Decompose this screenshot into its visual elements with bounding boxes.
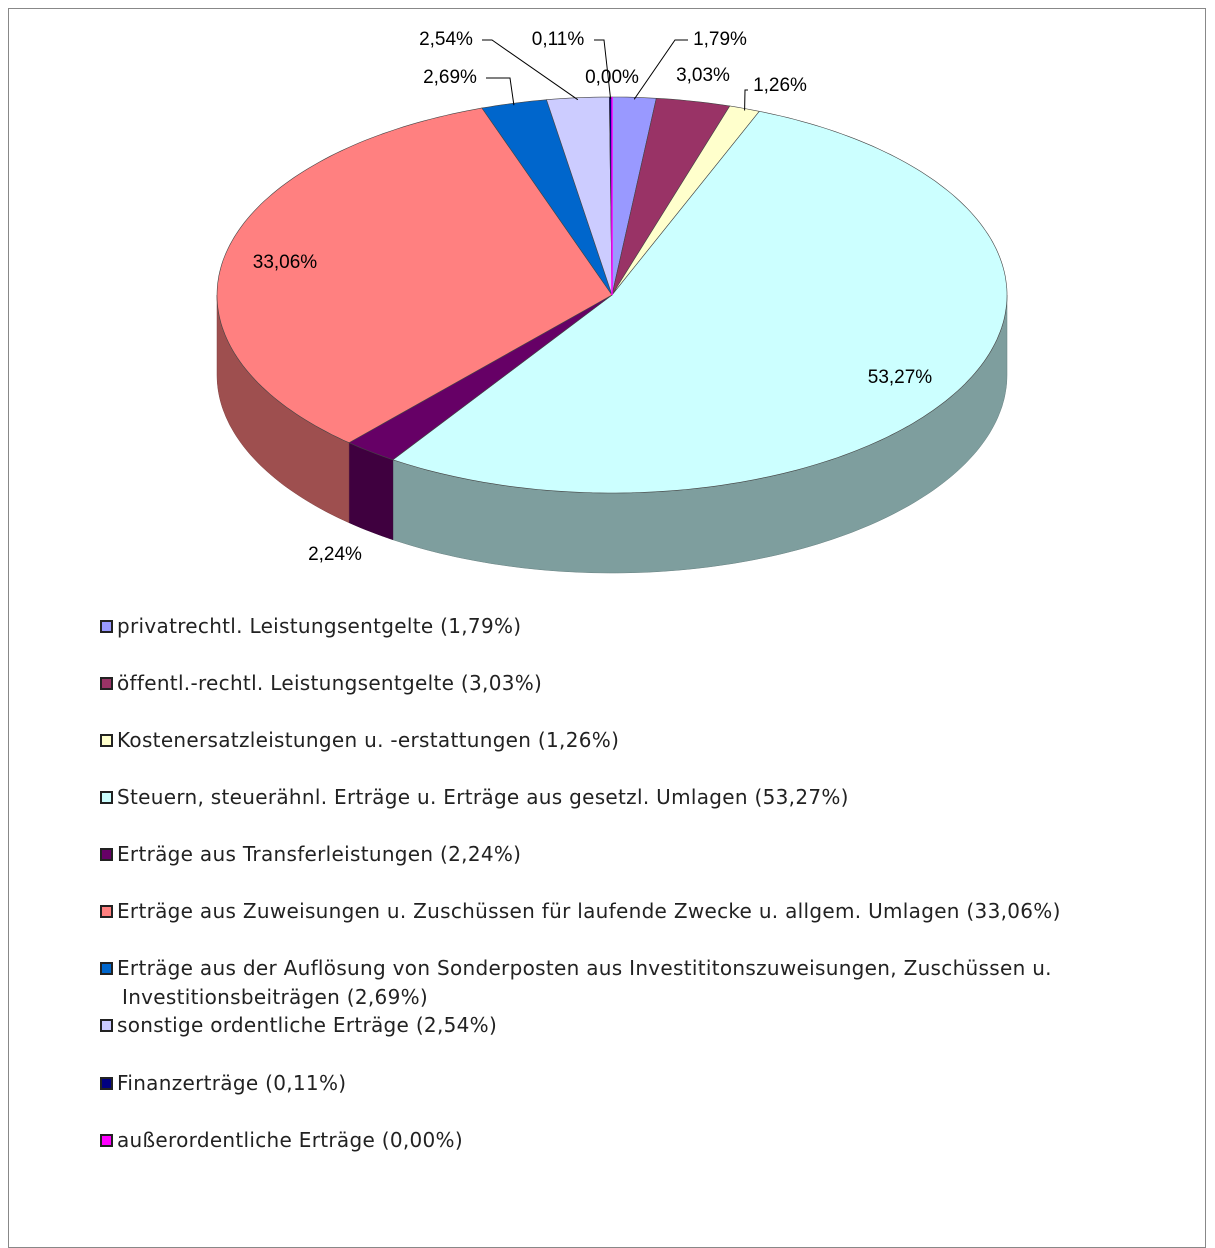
legend-item: privatrechtl. Leistungsentgelte (1,79%) <box>100 612 1160 641</box>
legend-label: außerordentliche Erträge (0,00%) <box>117 1128 463 1152</box>
legend-swatch <box>100 848 113 861</box>
legend-item: sonstige ordentliche Erträge (2,54%) <box>100 1011 1160 1040</box>
legend-label: Finanzerträge (0,11%) <box>117 1071 347 1095</box>
legend-swatch <box>100 734 113 747</box>
data-label: 2,54% <box>419 29 473 50</box>
legend-item: öffentl.-rechtl. Leistungsentgelte (3,03… <box>100 669 1160 698</box>
data-label: 1,79% <box>693 29 747 50</box>
slice <box>216 107 613 444</box>
leader-line <box>482 39 579 101</box>
legend-item: Erträge aus der Auflösung von Sonderpost… <box>100 954 1102 1012</box>
leader-line <box>594 39 612 100</box>
leader-line <box>744 89 748 111</box>
legend-swatch <box>100 962 113 975</box>
leader-line <box>633 39 688 100</box>
data-label: 2,24% <box>308 544 362 565</box>
legend-label: öffentl.-rechtl. Leistungsentgelte (3,03… <box>117 671 543 695</box>
slice <box>392 110 1008 494</box>
leader-line <box>486 77 515 106</box>
data-label: 53,27% <box>868 367 933 388</box>
legend-swatch <box>100 1077 113 1090</box>
legend-item: außerordentliche Erträge (0,00%) <box>100 1126 1160 1155</box>
legend-label: Kostenersatzleistungen u. -erstattungen … <box>117 728 620 752</box>
chart: 1,79% 3,03% 1,26% 53,27% 2,24% 33,06% 2,69% 2,5… <box>216 29 1008 574</box>
legend-label: Erträge aus Zuweisungen u. Zuschüssen fü… <box>117 899 1061 923</box>
legend-swatch <box>100 1019 113 1032</box>
slice <box>546 96 613 296</box>
legend-swatch <box>100 791 113 804</box>
legend-swatch <box>100 620 113 633</box>
legend-item: Steuern, steuerähnl. Erträge u. Erträge … <box>100 783 1160 812</box>
legend-label: Erträge aus Transferleistungen (2,24%) <box>117 842 522 866</box>
legend-item: Erträge aus Transferleistungen (2,24%) <box>100 840 1160 869</box>
data-label: 0,11% <box>532 29 585 50</box>
legend-item: Erträge aus Zuweisungen u. Zuschüssen fü… <box>100 897 1182 926</box>
data-label: 2,69% <box>423 67 477 88</box>
data-label: 3,03% <box>676 65 730 86</box>
data-label: 33,06% <box>253 252 318 273</box>
legend-swatch <box>100 677 113 690</box>
legend-label: Steuern, steuerähnl. Erträge u. Erträge … <box>117 785 849 809</box>
slice <box>611 97 731 296</box>
data-label: 1,26% <box>753 75 807 96</box>
data-label: 0,00% <box>585 67 639 88</box>
legend-item: Kostenersatzleistungen u. -erstattungen … <box>100 726 1160 755</box>
legend-label: privatrechtl. Leistungsentgelte (1,79%) <box>117 614 522 638</box>
legend-swatch <box>100 905 113 918</box>
legend-label: Erträge aus der Auflösung von Sonderpost… <box>117 956 1052 1009</box>
legend-swatch <box>100 1134 113 1147</box>
slice <box>348 294 613 461</box>
legend-item: Finanzerträge (0,11%) <box>100 1069 1160 1098</box>
legend-label: sonstige ordentliche Erträge (2,54%) <box>117 1013 498 1037</box>
